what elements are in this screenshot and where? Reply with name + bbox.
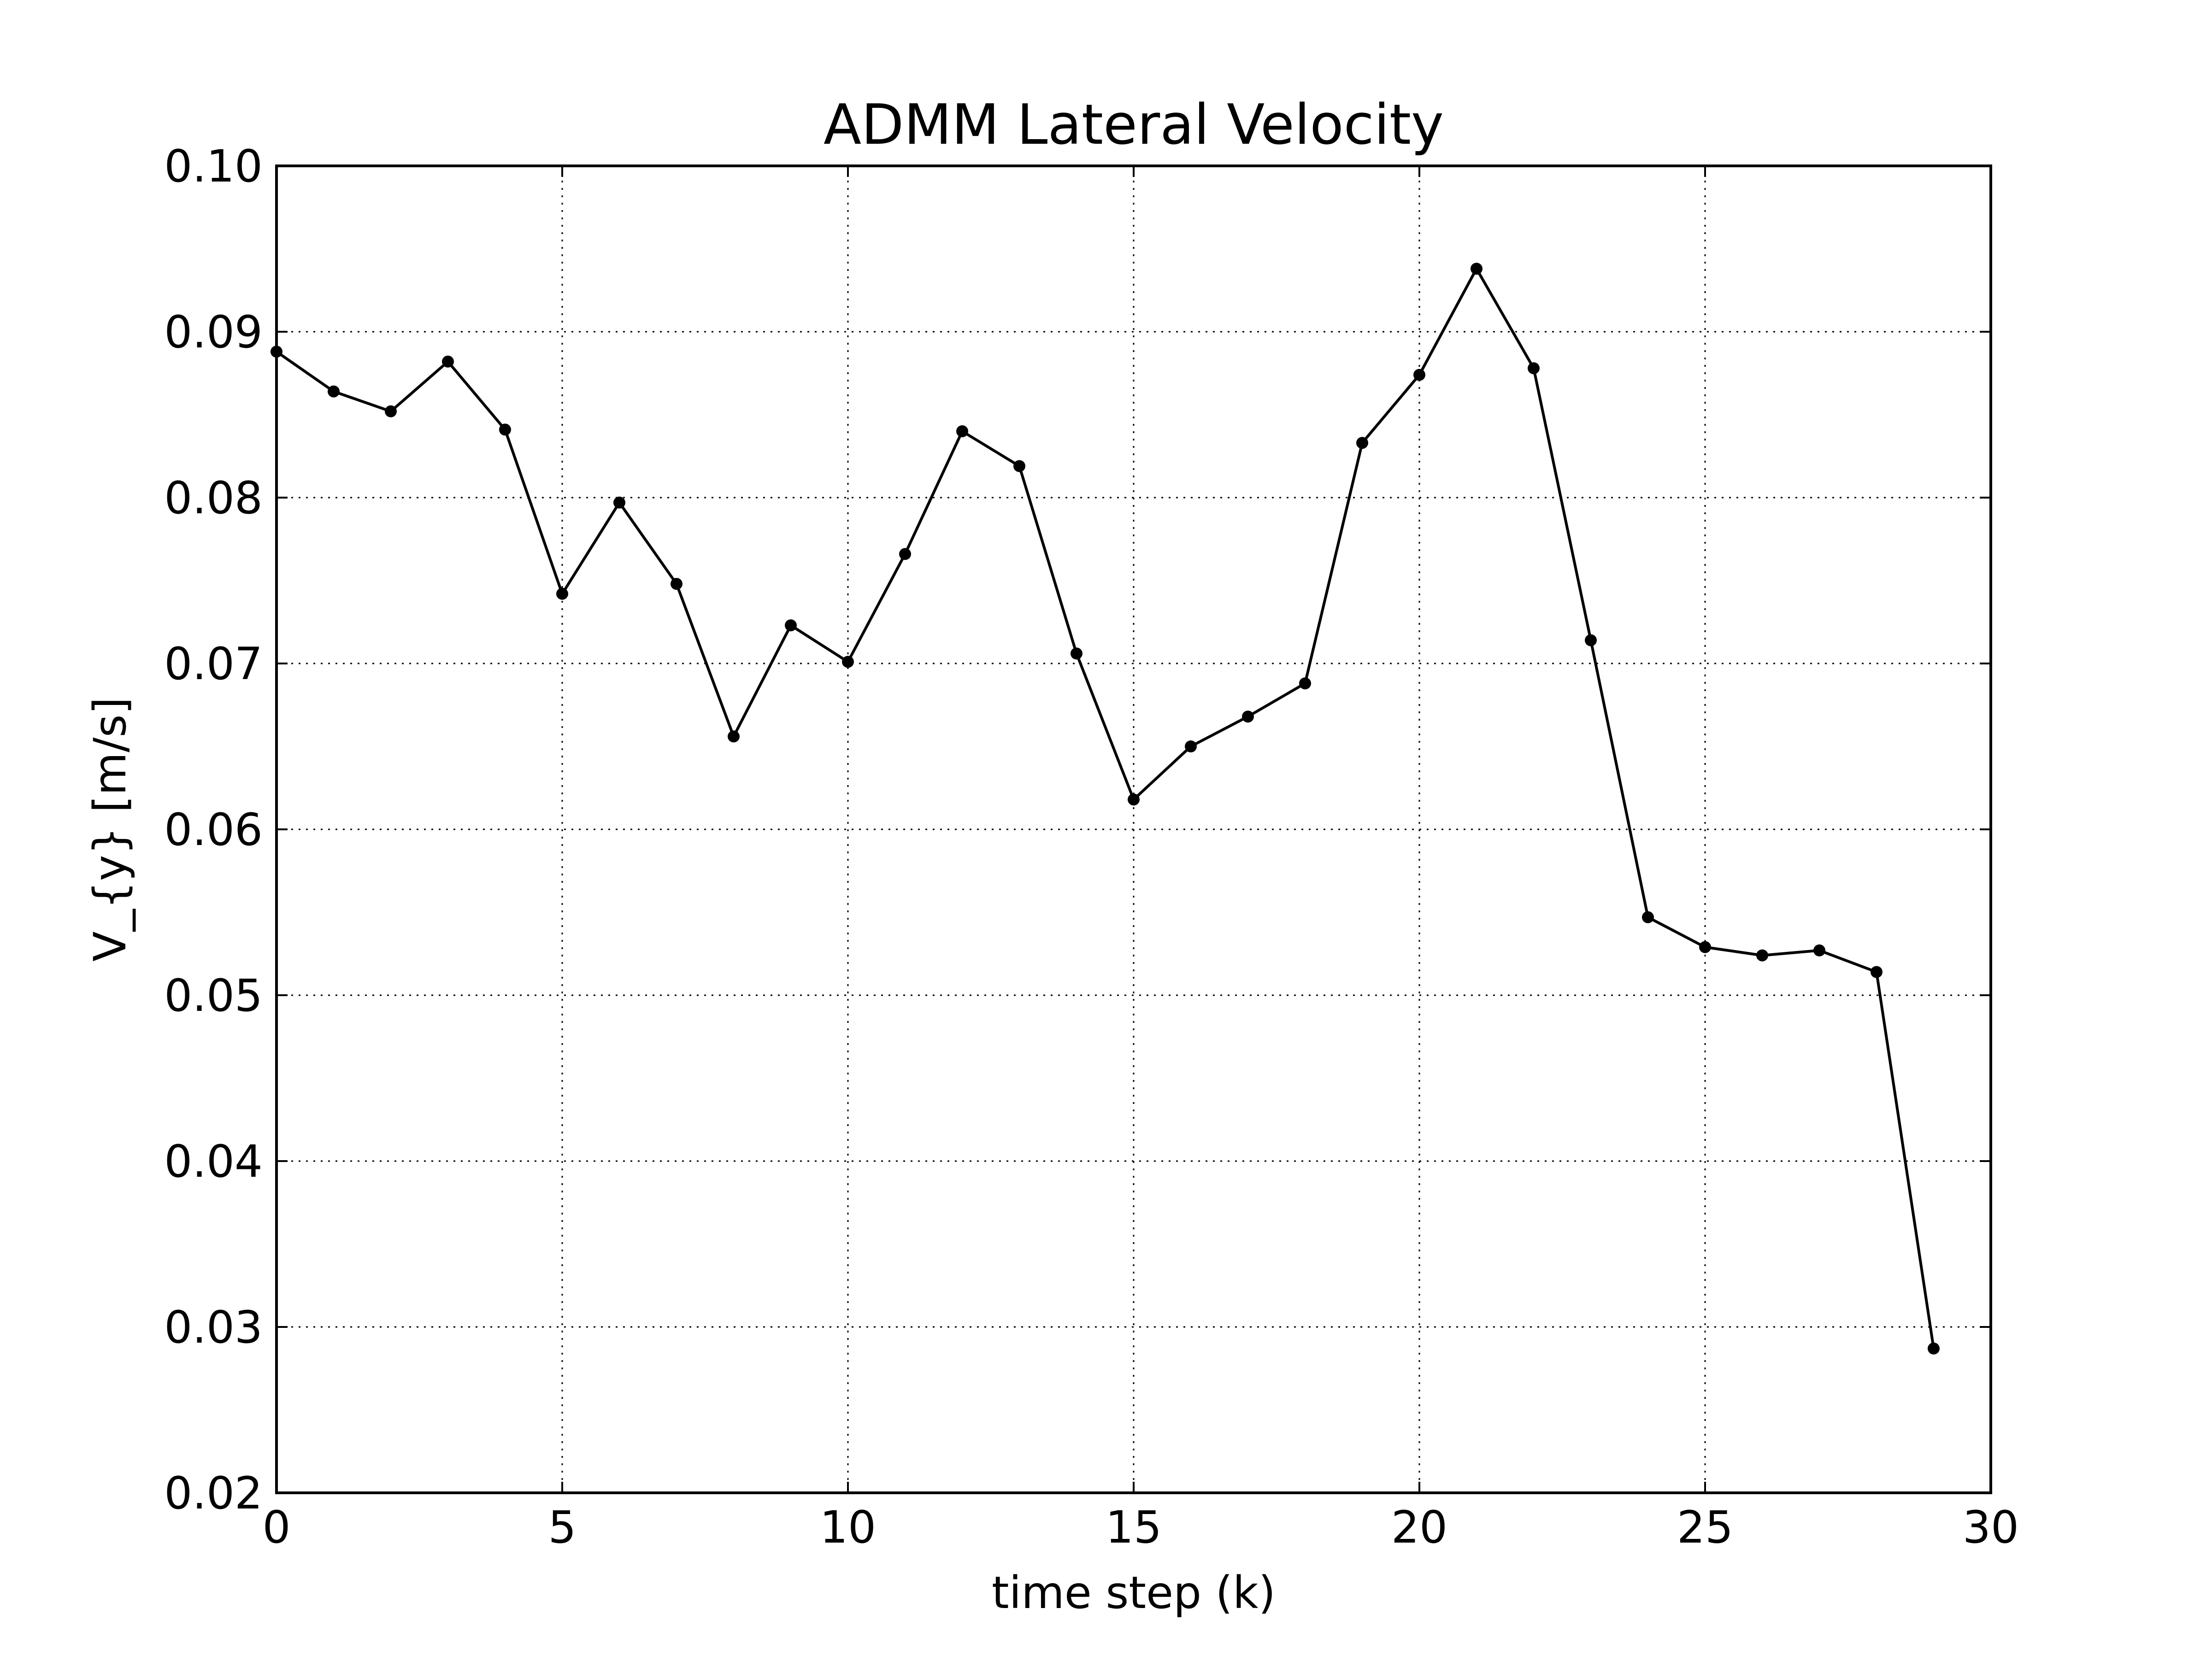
x-axis-label: time step (k) xyxy=(992,1567,1276,1619)
x-tick-label: 5 xyxy=(548,1502,576,1553)
data-point xyxy=(613,496,625,509)
x-tick-label: 10 xyxy=(820,1502,876,1553)
data-point xyxy=(442,355,454,368)
data-point xyxy=(1299,677,1311,690)
data-point xyxy=(1013,460,1025,472)
data-point xyxy=(499,423,511,436)
y-tick-label: 0.08 xyxy=(164,472,263,524)
x-tick-label: 30 xyxy=(1963,1502,2019,1553)
x-tick-label: 0 xyxy=(262,1502,290,1553)
data-point xyxy=(1471,263,1483,275)
series-layer xyxy=(271,263,1940,1355)
y-tick-label: 0.09 xyxy=(164,306,263,358)
data-point xyxy=(842,656,854,668)
data-point xyxy=(899,548,911,560)
x-tick-label: 20 xyxy=(1391,1502,1447,1553)
y-tick-label: 0.04 xyxy=(164,1136,263,1187)
data-point xyxy=(1699,941,1711,953)
y-tick-label: 0.02 xyxy=(164,1467,263,1519)
data-point xyxy=(1185,740,1197,752)
data-point xyxy=(1928,1342,1940,1355)
data-point xyxy=(385,405,397,417)
data-point xyxy=(1813,944,1825,957)
data-point xyxy=(328,385,340,398)
y-tick-label: 0.05 xyxy=(164,970,263,1021)
data-point xyxy=(1242,710,1254,723)
data-point xyxy=(1585,634,1597,646)
y-axis-label: V_{y} [m/s] xyxy=(84,697,136,962)
data-point xyxy=(728,730,740,743)
data-point xyxy=(671,578,682,590)
x-tick-label: 25 xyxy=(1677,1502,1733,1553)
grid xyxy=(276,166,1991,1493)
data-point xyxy=(1871,966,1883,978)
y-tick-label: 0.10 xyxy=(164,141,263,192)
x-tick-label: 15 xyxy=(1106,1502,1162,1553)
y-tick-label: 0.06 xyxy=(164,804,263,856)
data-point xyxy=(556,587,568,600)
data-point xyxy=(1642,911,1654,923)
data-point xyxy=(1756,949,1768,962)
y-tick-label: 0.03 xyxy=(164,1302,263,1353)
data-point xyxy=(1528,362,1540,375)
data-point xyxy=(1128,793,1140,806)
data-point xyxy=(1356,437,1368,449)
ticks: 0 5 10 15 20 25 30 0.02 0.03 0.04 0.05 0.06 0.07 0.08… xyxy=(164,141,2019,1553)
series-line xyxy=(276,267,1935,1349)
data-point xyxy=(956,425,968,437)
y-tick-label: 0.07 xyxy=(164,638,263,690)
data-point xyxy=(1413,369,1425,381)
chart-title: ADMM Lateral Velocity xyxy=(824,93,1444,157)
data-point xyxy=(785,619,797,632)
data-point xyxy=(1071,647,1082,660)
